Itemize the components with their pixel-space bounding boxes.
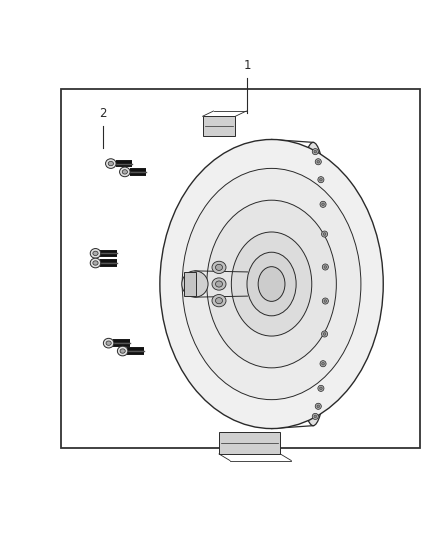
Ellipse shape: [120, 167, 130, 177]
Ellipse shape: [90, 258, 101, 268]
Ellipse shape: [106, 341, 111, 345]
Bar: [61, 89, 420, 448]
Ellipse shape: [321, 331, 328, 337]
Ellipse shape: [295, 142, 332, 426]
Ellipse shape: [315, 159, 321, 165]
Ellipse shape: [322, 264, 328, 270]
Ellipse shape: [322, 298, 328, 304]
Ellipse shape: [160, 140, 383, 429]
Text: 1: 1: [244, 59, 251, 71]
Ellipse shape: [322, 203, 325, 206]
Ellipse shape: [258, 266, 285, 301]
Ellipse shape: [320, 361, 326, 367]
Ellipse shape: [321, 231, 328, 237]
Ellipse shape: [93, 251, 98, 255]
Ellipse shape: [320, 179, 322, 181]
Ellipse shape: [182, 168, 361, 400]
Ellipse shape: [106, 159, 116, 168]
Ellipse shape: [317, 405, 320, 408]
Ellipse shape: [318, 176, 324, 183]
Polygon shape: [202, 116, 236, 136]
Ellipse shape: [314, 150, 317, 153]
Ellipse shape: [108, 161, 113, 166]
Ellipse shape: [324, 300, 327, 302]
Text: 2: 2: [99, 107, 107, 120]
Ellipse shape: [323, 333, 326, 335]
Ellipse shape: [207, 200, 336, 368]
Ellipse shape: [215, 281, 223, 287]
Ellipse shape: [318, 385, 324, 391]
Ellipse shape: [317, 160, 320, 163]
Ellipse shape: [212, 278, 226, 290]
Ellipse shape: [90, 248, 101, 258]
Ellipse shape: [322, 362, 325, 365]
Ellipse shape: [212, 295, 226, 307]
Ellipse shape: [247, 252, 296, 316]
Ellipse shape: [122, 169, 127, 174]
Ellipse shape: [215, 264, 223, 270]
Ellipse shape: [320, 201, 326, 207]
Ellipse shape: [312, 413, 318, 419]
Ellipse shape: [215, 297, 223, 304]
Polygon shape: [219, 432, 280, 454]
Ellipse shape: [182, 271, 208, 297]
Ellipse shape: [212, 261, 226, 273]
Ellipse shape: [120, 349, 125, 353]
Ellipse shape: [117, 346, 128, 356]
Ellipse shape: [93, 261, 98, 265]
Ellipse shape: [323, 233, 326, 236]
Bar: [184, 272, 196, 296]
Ellipse shape: [324, 265, 327, 268]
Ellipse shape: [320, 387, 322, 390]
Ellipse shape: [312, 149, 318, 155]
Ellipse shape: [315, 403, 321, 409]
Ellipse shape: [314, 415, 317, 418]
Ellipse shape: [103, 338, 114, 348]
Ellipse shape: [231, 232, 312, 336]
